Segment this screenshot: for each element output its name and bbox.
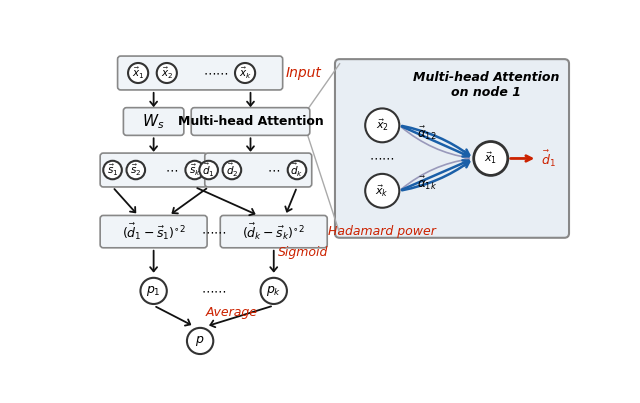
Text: Average: Average bbox=[206, 305, 258, 319]
FancyBboxPatch shape bbox=[124, 108, 184, 135]
Text: $\vec{x}_1$: $\vec{x}_1$ bbox=[484, 151, 497, 166]
Circle shape bbox=[365, 108, 399, 142]
FancyBboxPatch shape bbox=[191, 108, 310, 135]
Text: Multi-head Attention: Multi-head Attention bbox=[178, 115, 323, 128]
Text: Hadamard power: Hadamard power bbox=[328, 225, 436, 238]
FancyBboxPatch shape bbox=[335, 59, 569, 238]
Text: $\cdots\cdots$: $\cdots\cdots$ bbox=[201, 225, 227, 238]
Text: $\cdots\cdots$: $\cdots\cdots$ bbox=[203, 66, 228, 79]
Text: $\vec{x}_k$: $\vec{x}_k$ bbox=[376, 183, 389, 199]
Text: $\cdots$: $\cdots$ bbox=[165, 164, 178, 177]
Circle shape bbox=[103, 161, 122, 179]
Text: $\cdots$: $\cdots$ bbox=[268, 164, 280, 177]
Text: $\vec{s}_k$: $\vec{s}_k$ bbox=[189, 162, 201, 178]
Text: $\vec{s}_2$: $\vec{s}_2$ bbox=[130, 162, 141, 178]
Circle shape bbox=[128, 63, 148, 83]
FancyBboxPatch shape bbox=[118, 56, 283, 90]
Circle shape bbox=[140, 278, 167, 304]
FancyBboxPatch shape bbox=[100, 216, 207, 248]
Text: $\vec{x}_1$: $\vec{x}_1$ bbox=[132, 65, 145, 81]
Circle shape bbox=[260, 278, 287, 304]
Text: $\cdots\cdots$: $\cdots\cdots$ bbox=[201, 285, 227, 297]
Text: $\vec{x}_2$: $\vec{x}_2$ bbox=[376, 118, 389, 133]
Text: $\vec{x}_2$: $\vec{x}_2$ bbox=[161, 65, 173, 81]
Text: $\vec{d}_1$: $\vec{d}_1$ bbox=[541, 148, 556, 168]
Circle shape bbox=[157, 63, 177, 83]
Text: $\vec{\alpha}_{12}$: $\vec{\alpha}_{12}$ bbox=[417, 125, 436, 141]
Text: Sigmoid: Sigmoid bbox=[278, 246, 328, 259]
Text: Input: Input bbox=[285, 66, 321, 80]
Text: $\vec{s}_1$: $\vec{s}_1$ bbox=[107, 162, 118, 178]
Circle shape bbox=[127, 161, 145, 179]
Text: $(\vec{d}_k - \vec{s}_k)^{\circ 2}$: $(\vec{d}_k - \vec{s}_k)^{\circ 2}$ bbox=[243, 221, 305, 242]
Text: $W_s$: $W_s$ bbox=[143, 112, 165, 131]
FancyBboxPatch shape bbox=[220, 216, 327, 248]
Circle shape bbox=[223, 161, 241, 179]
FancyBboxPatch shape bbox=[100, 153, 207, 187]
Circle shape bbox=[199, 161, 218, 179]
Text: $\vec{d}_k$: $\vec{d}_k$ bbox=[291, 161, 303, 179]
Circle shape bbox=[186, 161, 204, 179]
Circle shape bbox=[474, 141, 508, 175]
Text: $p_k$: $p_k$ bbox=[266, 284, 282, 298]
Text: $\vec{d}_1$: $\vec{d}_1$ bbox=[202, 161, 215, 179]
Text: $\cdots\cdots$: $\cdots\cdots$ bbox=[369, 152, 395, 164]
Text: $(\vec{d}_1 - \vec{s}_1)^{\circ 2}$: $(\vec{d}_1 - \vec{s}_1)^{\circ 2}$ bbox=[122, 221, 186, 242]
Circle shape bbox=[235, 63, 255, 83]
Text: $\vec{d}_2$: $\vec{d}_2$ bbox=[226, 161, 238, 179]
Text: Multi-head Attention
on node 1: Multi-head Attention on node 1 bbox=[413, 71, 559, 99]
Text: $\vec{x}_k$: $\vec{x}_k$ bbox=[239, 65, 252, 81]
Text: $p_1$: $p_1$ bbox=[147, 284, 161, 298]
Circle shape bbox=[365, 174, 399, 208]
Text: $\vec{\alpha}_{1k}$: $\vec{\alpha}_{1k}$ bbox=[417, 174, 437, 192]
Circle shape bbox=[187, 328, 213, 354]
Circle shape bbox=[288, 161, 307, 179]
FancyBboxPatch shape bbox=[205, 153, 312, 187]
Text: $p$: $p$ bbox=[195, 334, 205, 348]
